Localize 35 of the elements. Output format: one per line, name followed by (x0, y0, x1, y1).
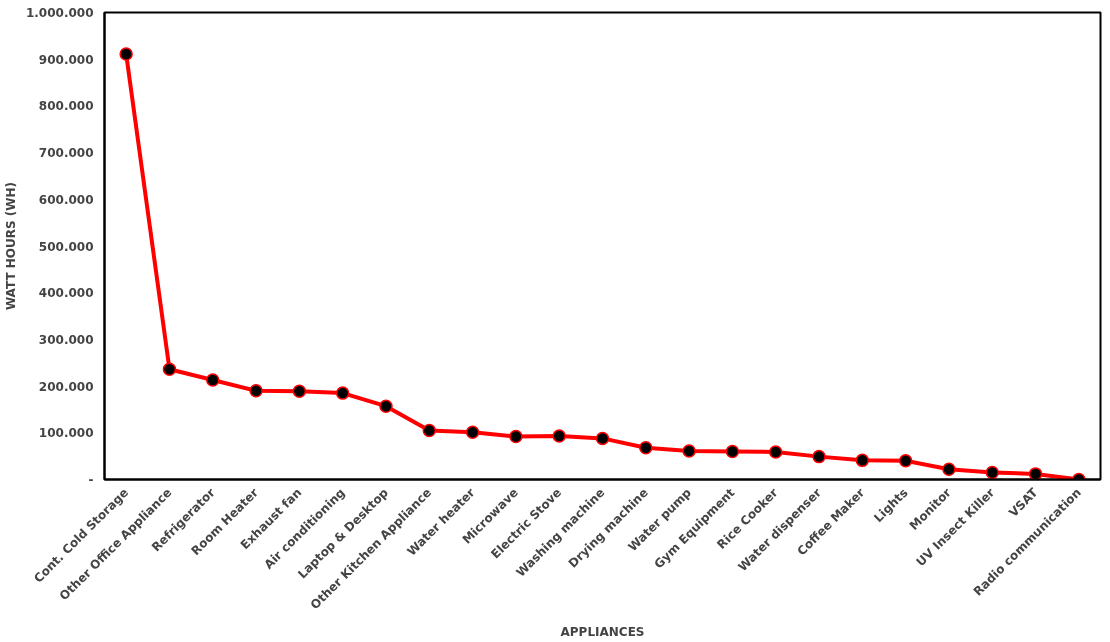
y-tick-label: 600.000 (38, 192, 94, 207)
point (639, 441, 653, 455)
y-tick-label: 500.000 (38, 239, 94, 254)
y-tick-label: 300.000 (38, 332, 94, 347)
point (465, 425, 480, 440)
point (812, 449, 826, 464)
point (898, 454, 913, 468)
y-tick-label: 100.000 (38, 426, 94, 441)
point (422, 423, 437, 438)
point (509, 429, 523, 444)
point (942, 462, 956, 476)
point (249, 384, 263, 398)
point (725, 444, 740, 459)
point (1028, 467, 1043, 480)
point (985, 465, 999, 480)
x-axis-title: APPLIANCES (560, 625, 645, 640)
point (552, 429, 566, 443)
point (119, 47, 133, 61)
point (682, 444, 696, 458)
point (379, 399, 393, 413)
point (162, 362, 177, 377)
y-tick-label: 400.000 (38, 286, 94, 301)
point (335, 386, 350, 400)
point (292, 384, 307, 398)
point (768, 445, 783, 459)
y-tick-label: 900.000 (38, 52, 94, 67)
point (595, 431, 610, 446)
y-tick-label: 700.000 (38, 146, 94, 161)
y-tick-label: 1.000.000 (25, 6, 94, 20)
y-axis-title: WATT HOURS (WH) (3, 181, 18, 311)
point (206, 373, 220, 387)
y-tick-label: 800.000 (38, 99, 94, 114)
point (855, 453, 870, 468)
y-tick-label: 200.000 (38, 379, 94, 394)
y-tick-label: - (88, 473, 94, 487)
